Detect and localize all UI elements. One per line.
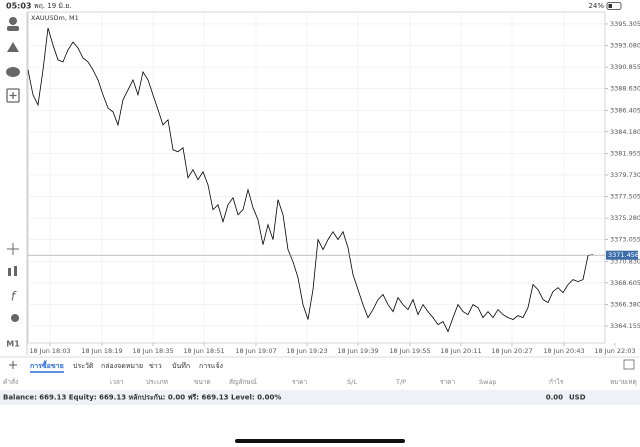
y-tick-label: 3366.380 <box>610 300 640 308</box>
y-tick-label: 3375.280 <box>610 214 640 222</box>
status-battery: 24% <box>588 2 604 10</box>
indicator-icon-bar <box>14 266 17 276</box>
add-button[interactable] <box>9 361 17 369</box>
crosshair-icon[interactable] <box>7 243 19 255</box>
y-tick-label: 3379.730 <box>610 171 640 179</box>
column-header: Swap <box>479 378 497 386</box>
x-tick-label: 18 Jun 20:27 <box>491 347 532 355</box>
column-header: กำไร <box>549 378 564 386</box>
account-icon-body <box>7 26 19 31</box>
y-tick-label: 3364.155 <box>610 322 640 330</box>
y-tick-label: 3368.605 <box>610 279 640 287</box>
y-tick-label: 3373.055 <box>610 236 640 244</box>
home-indicator <box>235 439 405 443</box>
x-tick-label: 18 Jun 19:39 <box>337 347 378 355</box>
y-tick-label: 3393.080 <box>610 42 640 50</box>
x-tick-label: 18 Jun 18:19 <box>81 347 122 355</box>
timeframe[interactable]: M1 <box>6 340 20 349</box>
column-header: หมายเหตุ <box>610 378 637 386</box>
tab[interactable]: ประวัติ <box>73 362 94 370</box>
summary-currency: USD <box>569 394 586 402</box>
tab[interactable]: กล่องจดหมาย <box>101 362 143 370</box>
status-time: 05:03 <box>6 2 31 11</box>
battery-level <box>608 4 612 8</box>
y-tick-label: 3377.505 <box>610 193 640 201</box>
x-tick-label: 18 Jun 18:03 <box>29 347 70 355</box>
current-price-label: 3371.456 <box>608 251 639 259</box>
chart-title: XAUUSDm, M1 <box>31 14 79 22</box>
layout-button[interactable] <box>623 359 635 370</box>
new-icon[interactable] <box>6 88 20 103</box>
function-icon[interactable]: f <box>11 290 17 304</box>
status-date: พฤ. 19 มิ.ย. <box>34 2 72 10</box>
battery-icon <box>606 2 622 10</box>
y-tick-label: 3390.855 <box>610 63 640 71</box>
y-tick-label: 3370.830 <box>610 257 640 265</box>
summary-profit: 0.00 <box>546 394 563 402</box>
x-tick-label: 18 Jun 19:23 <box>286 347 327 355</box>
column-header: ราคา <box>440 378 455 386</box>
x-tick-label: 18 Jun 19:55 <box>389 347 430 355</box>
tab[interactable]: ข่าว <box>149 362 162 370</box>
price-line <box>27 27 594 333</box>
plot-frame <box>27 11 606 344</box>
x-tick-label: 18 Jun 20:43 <box>543 347 584 355</box>
chat-icon[interactable] <box>6 67 20 77</box>
x-tick-label: 18 Jun 19:07 <box>235 347 276 355</box>
column-header: สัญลักษณ์ <box>229 378 257 386</box>
indicator-icon[interactable] <box>8 268 11 276</box>
toolbar: f M1 <box>6 17 20 349</box>
new-icon-plus <box>9 92 17 99</box>
current-price-box <box>606 250 638 260</box>
x-tick-label: 18 Jun 18:51 <box>183 347 224 355</box>
summary-text: Balance: 669.13 Equity: 669.13 หลักประกั… <box>3 394 281 402</box>
y-tick-label: 3384.180 <box>610 128 640 136</box>
tab[interactable]: การซื้อขาย <box>30 359 64 370</box>
column-header: ราคา <box>292 378 307 386</box>
column-header: T/P <box>395 378 406 386</box>
column-header: เวลา <box>110 378 124 386</box>
column-header: ขนาด <box>194 378 211 386</box>
column-headers: คำสั่ง เวลา ประเภท ขนาด สัญลักษณ์ ราคา S/L T/P ร… <box>3 377 637 386</box>
objects-icon[interactable] <box>11 314 19 322</box>
tab[interactable]: การแจ้ง <box>199 362 223 370</box>
column-header: ประเภท <box>146 378 168 386</box>
column-header: คำสั่ง <box>3 377 18 386</box>
account-icon[interactable] <box>9 17 17 25</box>
tabs: การซื้อขาย ประวัติ กล่องจดหมาย ข่าว บันทึก กา… <box>30 359 223 370</box>
x-tick-label: 18 Jun 22:03 <box>594 347 635 355</box>
summary-row <box>0 390 640 405</box>
x-tick-label: 18 Jun 18:35 <box>132 347 173 355</box>
trade-icon[interactable] <box>7 42 19 52</box>
tab[interactable]: บันทึก <box>172 361 190 370</box>
y-tick-label: 3381.955 <box>610 149 640 157</box>
y-tick-label: 3386.405 <box>610 106 640 114</box>
plot: 3395.305 3393.080 3390.855 3388.630 3386.405… <box>27 12 640 355</box>
x-tick-label: 18 Jun 20:11 <box>440 347 481 355</box>
y-tick-label: 3395.305 <box>610 20 640 28</box>
column-header: S/L <box>347 378 357 386</box>
y-tick-label: 3388.630 <box>610 85 640 93</box>
